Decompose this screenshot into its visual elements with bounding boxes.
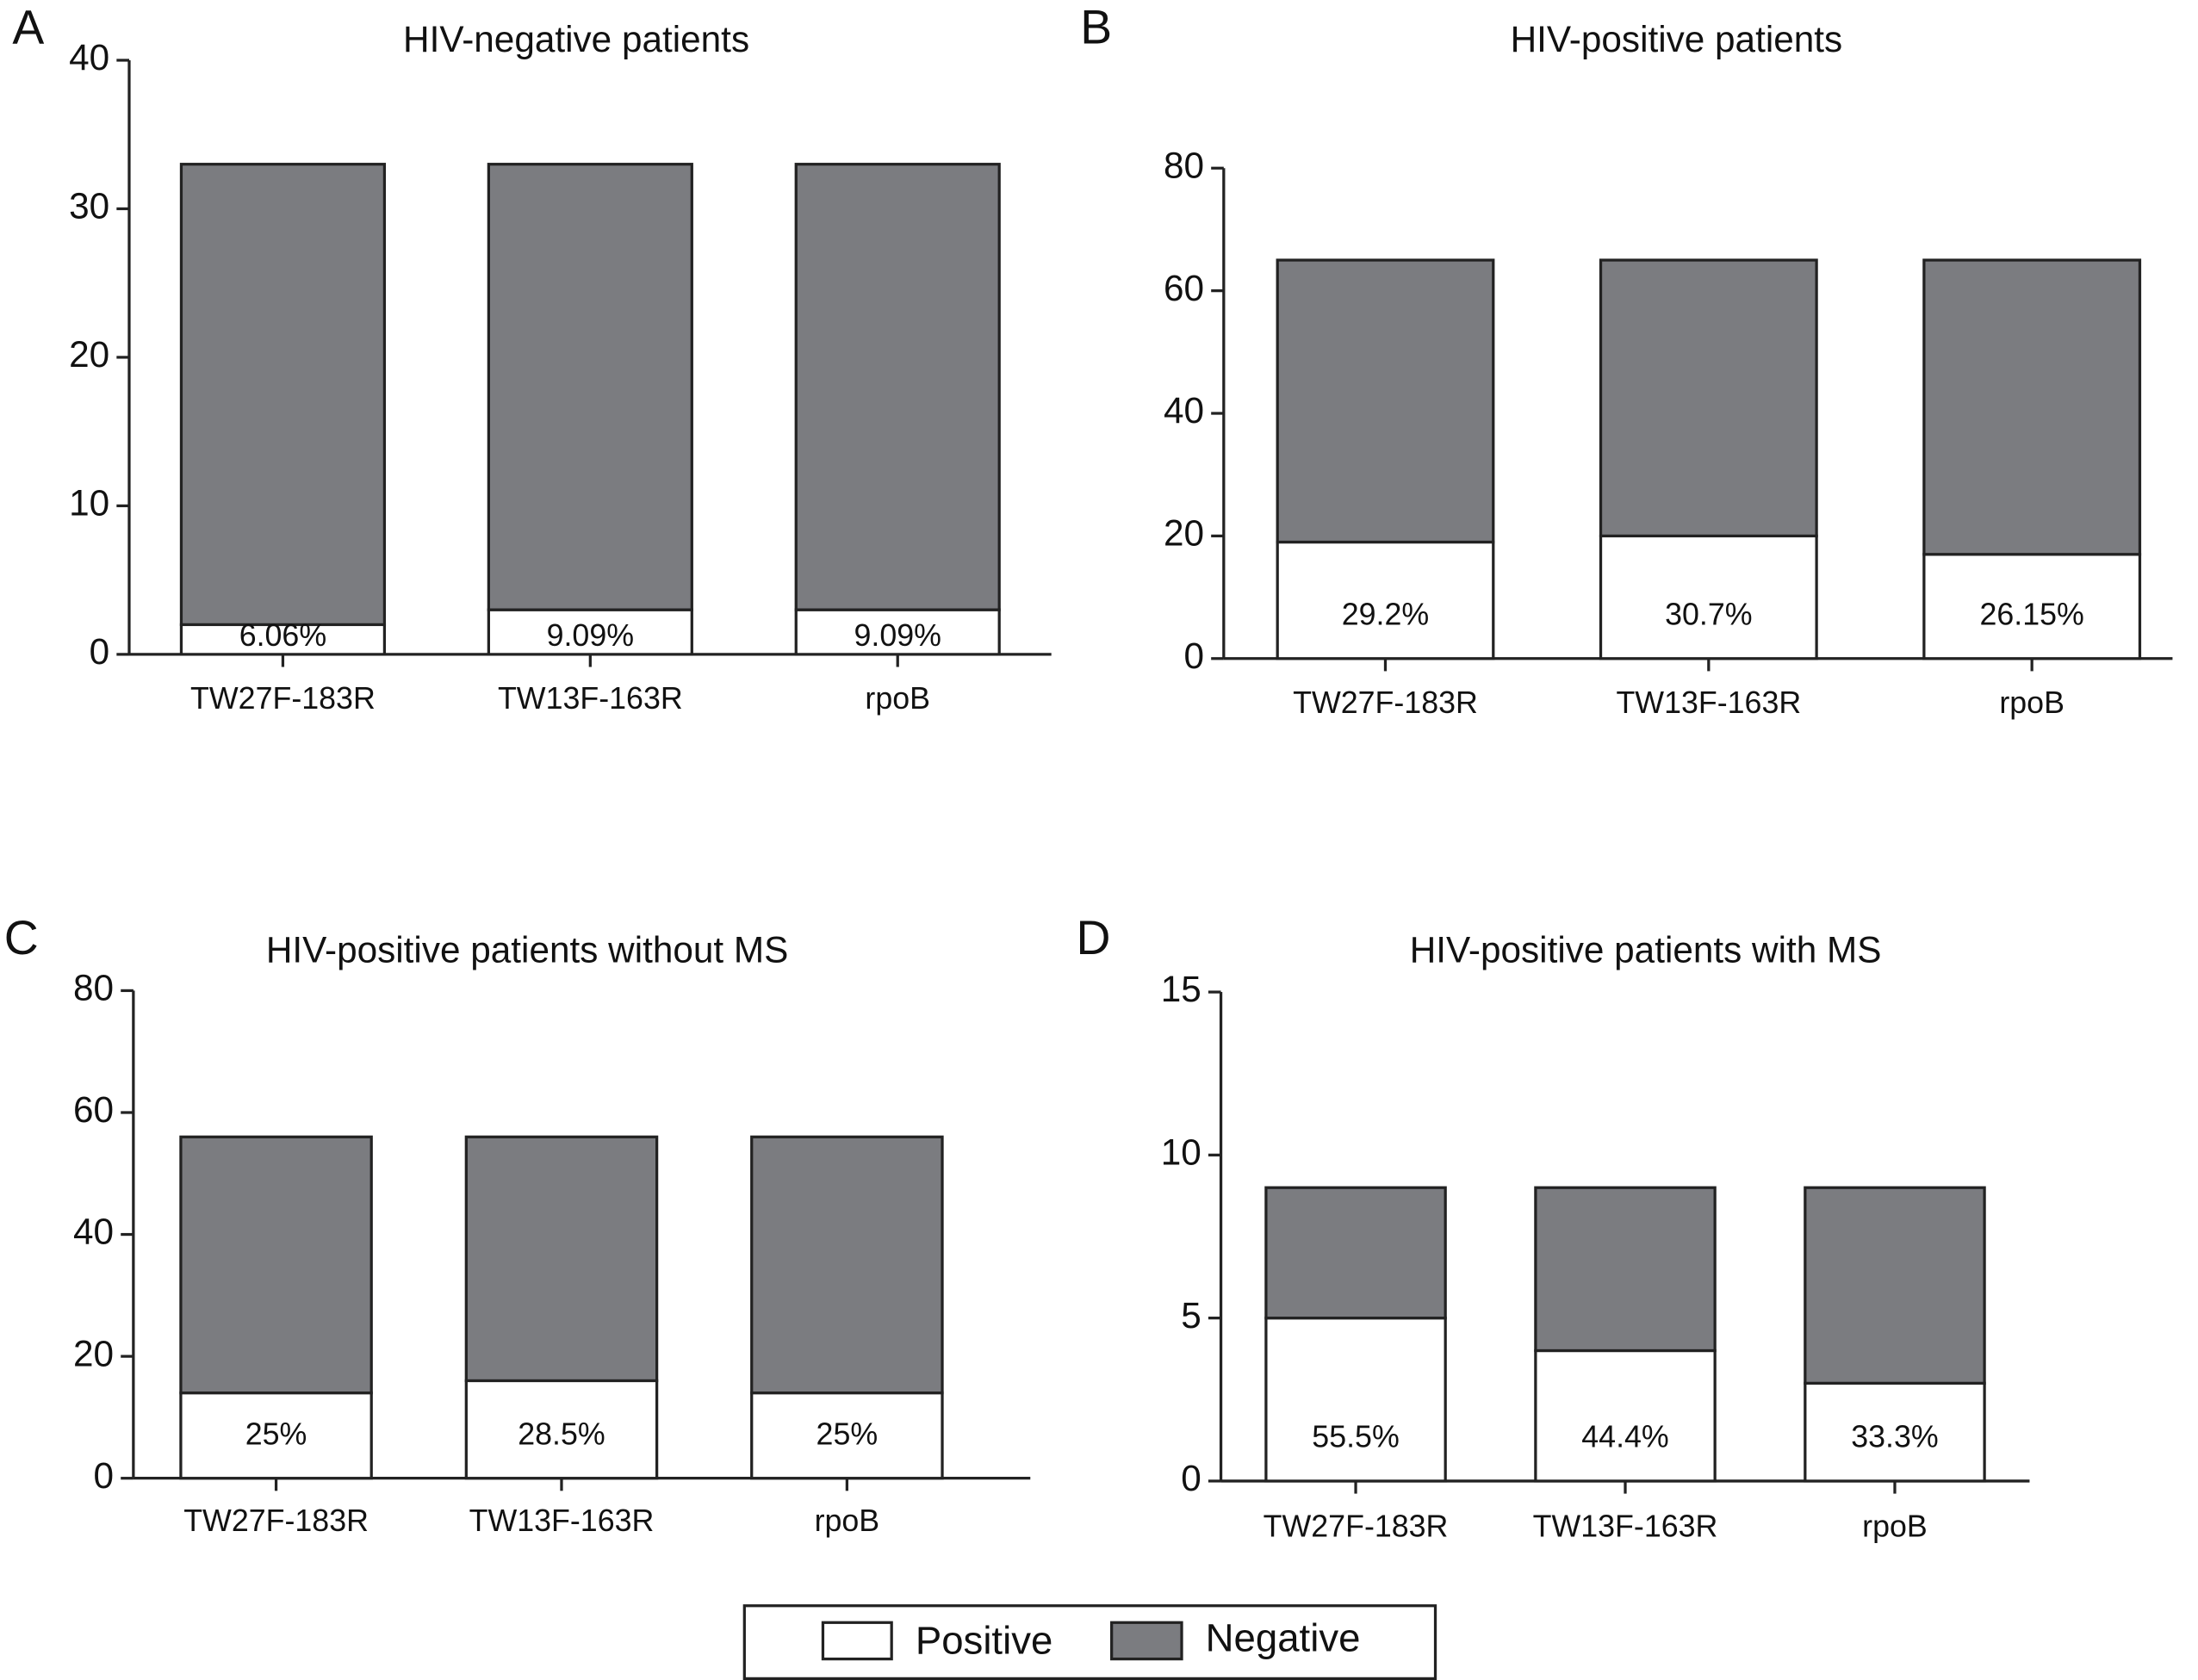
bar-segment (464, 1379, 659, 1480)
bar-segment (179, 1135, 373, 1395)
x-tick-label: rpoB (1862, 1510, 1928, 1544)
bar-annotation: 9.09% (547, 618, 634, 653)
y-tick-label: 10 (69, 483, 109, 524)
y-tick-label: 0 (1184, 635, 1205, 676)
bar-annotation: 30.7% (1665, 597, 1752, 631)
x-tick-label: TW13F-163R (498, 681, 683, 716)
y-tick-label: 15 (1161, 969, 1201, 1009)
panel-letter: D (1077, 911, 1111, 964)
bar-annotation: 33.3% (1851, 1420, 1938, 1454)
y-tick-label: 80 (73, 968, 114, 1008)
x-tick-label: TW27F-183R (190, 681, 376, 716)
y-tick-label: 20 (1164, 513, 1204, 554)
bar-segment (750, 1391, 944, 1480)
chart-title: HIV-positive patients without MS (266, 930, 789, 970)
chart-title: HIV-positive patients with MS (1410, 930, 1882, 970)
legend-box (742, 1604, 1437, 1680)
bar-annotation: 55.5% (1312, 1420, 1399, 1454)
x-tick-label: TW13F-163R (1533, 1510, 1718, 1544)
x-tick-label: rpoB (865, 681, 930, 716)
x-tick-label: TW27F-183R (1293, 685, 1478, 720)
bar-segment (1534, 1348, 1717, 1483)
bar-annotation: 6.06% (239, 618, 326, 653)
bar-segment (1534, 1186, 1717, 1353)
bar-annotation: 26.15% (1979, 597, 2083, 631)
y-tick-label: 0 (94, 1455, 115, 1496)
bar-annotation: 25% (245, 1417, 307, 1451)
x-tick-label: rpoB (1999, 685, 2065, 720)
bar-segment (1264, 1186, 1447, 1320)
x-tick-label: rpoB (815, 1503, 880, 1538)
bar-segment (750, 1135, 944, 1395)
y-tick-label: 10 (1161, 1132, 1201, 1173)
bar-segment (179, 163, 387, 627)
x-tick-label: TW13F-163R (469, 1503, 655, 1538)
y-tick-label: 20 (69, 334, 109, 375)
y-tick-label: 0 (1181, 1458, 1201, 1498)
bar-segment (464, 1135, 659, 1383)
y-tick-label: 60 (1164, 268, 1204, 308)
y-tick-label: 0 (90, 631, 110, 672)
bar-segment (1264, 1317, 1447, 1483)
bar-segment (487, 163, 693, 611)
y-tick-label: 5 (1181, 1295, 1201, 1336)
bar-segment (1804, 1186, 1986, 1385)
legend-label: Positive (916, 1619, 1052, 1663)
bar-annotation: 9.09% (854, 618, 941, 653)
y-tick-label: 30 (69, 186, 109, 226)
bar-annotation: 44.4% (1581, 1420, 1668, 1454)
panel-letter: C (4, 911, 39, 964)
x-tick-label: TW27F-183R (183, 1503, 369, 1538)
y-tick-label: 40 (69, 37, 109, 77)
legend-label: Negative (1206, 1615, 1361, 1659)
legend-swatch (821, 1621, 893, 1661)
chart-title: HIV-positive patients (1511, 19, 1843, 59)
bar-segment (1922, 258, 2142, 556)
bar-segment (179, 1391, 373, 1480)
panel-letter: A (12, 0, 44, 53)
bar-segment (487, 608, 693, 656)
bar-segment (794, 163, 1001, 611)
bar-segment (1276, 540, 1495, 660)
bar-segment (1599, 258, 1818, 538)
y-tick-label: 80 (1164, 145, 1204, 185)
bar-annotation: 28.5% (518, 1417, 605, 1451)
bar-segment (1276, 258, 1495, 544)
bar-segment (179, 623, 387, 656)
bar-annotation: 25% (816, 1417, 879, 1451)
bar-segment (1804, 1381, 1986, 1483)
bar-segment (1599, 534, 1818, 660)
panel-letter: B (1080, 0, 1112, 53)
legend-swatch (1110, 1621, 1183, 1661)
y-tick-label: 40 (1164, 390, 1204, 431)
bar-annotation: 29.2% (1342, 597, 1429, 631)
bar-segment (794, 608, 1001, 656)
chart-title: HIV-negative patients (403, 19, 749, 59)
x-tick-label: TW27F-183R (1264, 1510, 1449, 1544)
y-tick-label: 40 (73, 1212, 114, 1252)
y-tick-label: 20 (73, 1333, 114, 1373)
y-tick-label: 60 (73, 1089, 114, 1130)
x-tick-label: TW13F-163R (1616, 685, 1801, 720)
